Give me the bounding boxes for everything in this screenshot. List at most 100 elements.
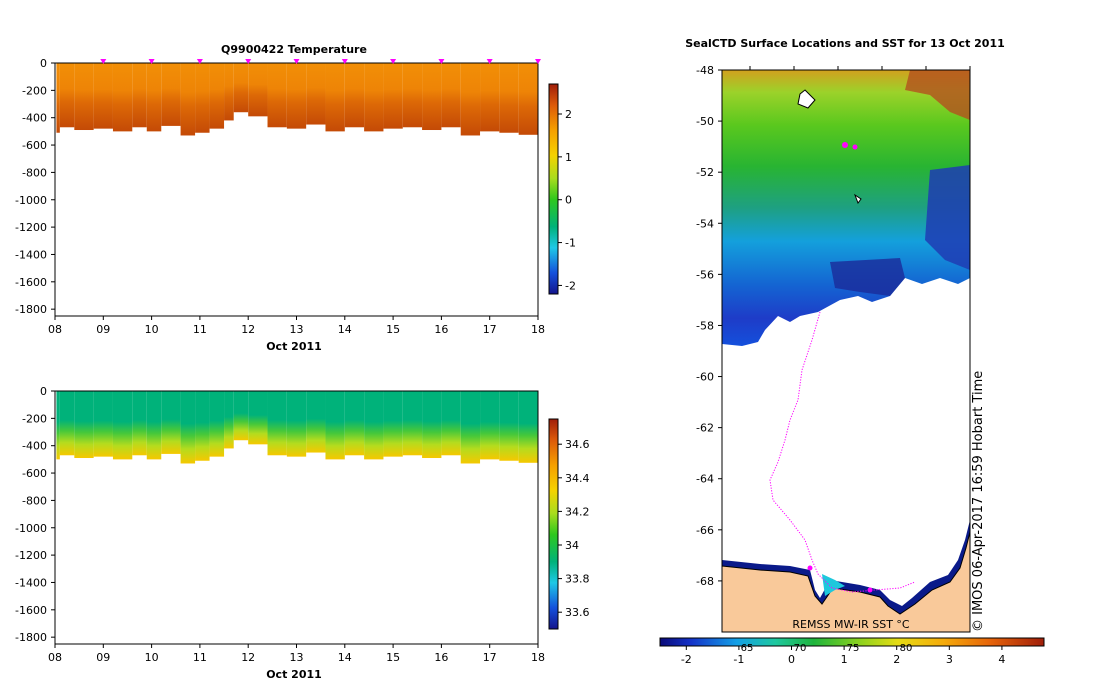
profile-column (195, 391, 210, 461)
cold-patch-2 (830, 258, 905, 296)
salinity-section-panel: 0 -200 -400 -600 -800 -1000 -1200 -1400 -1600 -18… (15, 385, 589, 681)
profile-column (161, 63, 181, 126)
profile-column (499, 391, 519, 461)
x-tick-label: 16 (434, 651, 448, 664)
profile-column (364, 391, 384, 460)
lat-tick-label: -48 (696, 64, 714, 77)
profile-marker (148, 59, 155, 64)
profile-column (460, 391, 481, 464)
profile-column (480, 63, 500, 132)
profile-column (286, 63, 307, 129)
y-tick-label: -1400 (15, 576, 47, 589)
warm-patch (905, 70, 970, 120)
profile-column (59, 391, 75, 456)
profile-column (209, 63, 225, 129)
profile-column (441, 63, 461, 128)
x-tick-label: 15 (386, 651, 400, 664)
x-tick-label: 08 (48, 323, 62, 336)
profile-column (180, 63, 196, 136)
y-tick-label: -1800 (15, 631, 47, 644)
seal-location-2 (852, 144, 858, 150)
sst-tick-label: -1 (733, 653, 744, 666)
colorbar-tick-label: 34.6 (565, 438, 590, 451)
temperature-colorbar-ticks: 2 1 0 -1 -2 (558, 108, 576, 292)
y-tick-label: -1600 (15, 604, 47, 617)
x-tick-label: 11 (193, 651, 207, 664)
y-tick-label: -1200 (15, 221, 47, 234)
cold-patch (925, 165, 970, 270)
profile-column (441, 391, 461, 456)
profile-column (56, 63, 60, 133)
y-tick-label: 0 (40, 57, 47, 70)
temperature-x-axis: 08 09 10 11 12 13 14 15 16 17 18 (48, 316, 545, 336)
temperature-heatmap (56, 63, 538, 136)
profile-column (267, 391, 287, 456)
salinity-x-axis: 08 09 10 11 12 13 14 15 16 17 18 (48, 644, 545, 664)
x-tick-label: 09 (96, 323, 110, 336)
seal-location-4 (867, 587, 873, 593)
profile-column (344, 63, 365, 128)
y-tick-label: -1200 (15, 549, 47, 562)
colorbar-tick-label: 33.6 (565, 606, 590, 619)
colorbar-tick-label: 34.4 (565, 472, 590, 485)
y-tick-label: -200 (22, 412, 47, 425)
profile-column (224, 63, 234, 121)
y-tick-label: 0 (40, 385, 47, 398)
profile-column (364, 63, 384, 132)
sst-inner-label: 70 (794, 643, 807, 654)
salinity-colorbar (548, 418, 559, 630)
y-tick-label: -1800 (15, 303, 47, 316)
lat-tick-label: -52 (696, 166, 714, 179)
y-tick-label: -400 (22, 440, 47, 453)
profile-column (286, 391, 307, 457)
colorbar-tick-label: 34 (565, 539, 579, 552)
temperature-y-axis: 0 -200 -400 -600 -800 -1000 -1200 -1400 -1600 -18… (15, 57, 55, 316)
y-tick-label: -600 (22, 139, 47, 152)
profile-marker (196, 59, 203, 64)
x-tick-label: 09 (96, 651, 110, 664)
x-tick-label: 10 (145, 651, 159, 664)
profile-column (209, 391, 225, 457)
sst-inner-label: 65 (741, 643, 754, 654)
profile-column (195, 63, 210, 133)
y-tick-label: -800 (22, 166, 47, 179)
profile-column (74, 63, 94, 131)
profile-column (402, 391, 423, 456)
profile-column (248, 391, 268, 445)
y-tick-label: -800 (22, 494, 47, 507)
profile-column (267, 63, 287, 128)
lat-tick-label: -66 (696, 524, 714, 537)
profile-marker (438, 59, 445, 64)
colorbar-tick-label: -1 (565, 237, 576, 250)
sst-tick-label: 4 (998, 653, 1005, 666)
sst-colorbar-ticks: -2 -1 0 1 2 3 4 65 70 75 80 (681, 643, 1006, 666)
y-tick-label: -1600 (15, 276, 47, 289)
seal-location-3 (807, 565, 813, 571)
lat-tick-label: -54 (696, 217, 714, 230)
profile-column (325, 391, 345, 460)
x-tick-label: 17 (483, 323, 497, 336)
x-tick-label: 12 (241, 651, 255, 664)
profile-column (132, 391, 147, 456)
profile-column (383, 391, 403, 457)
map-frame (721, 69, 971, 633)
coastal-polynya (822, 574, 845, 596)
y-tick-label: -400 (22, 112, 47, 125)
profile-column (306, 63, 326, 125)
profile-column (248, 63, 268, 117)
profile-markers (100, 59, 541, 64)
x-tick-label: 16 (434, 323, 448, 336)
sst-tick-label: 3 (946, 653, 953, 666)
profile-marker (341, 59, 348, 64)
profile-marker (535, 59, 541, 64)
profile-column (422, 391, 442, 459)
profile-column (402, 63, 423, 128)
x-tick-label: 10 (145, 323, 159, 336)
profile-column (306, 391, 326, 453)
profile-column (161, 391, 181, 454)
lat-tick-label: -68 (696, 575, 714, 588)
profile-column (344, 391, 365, 456)
sst-inner-label: 80 (900, 643, 913, 654)
profile-marker (390, 59, 397, 64)
map-title: SealCTD Surface Locations and SST for 13… (685, 37, 1005, 50)
